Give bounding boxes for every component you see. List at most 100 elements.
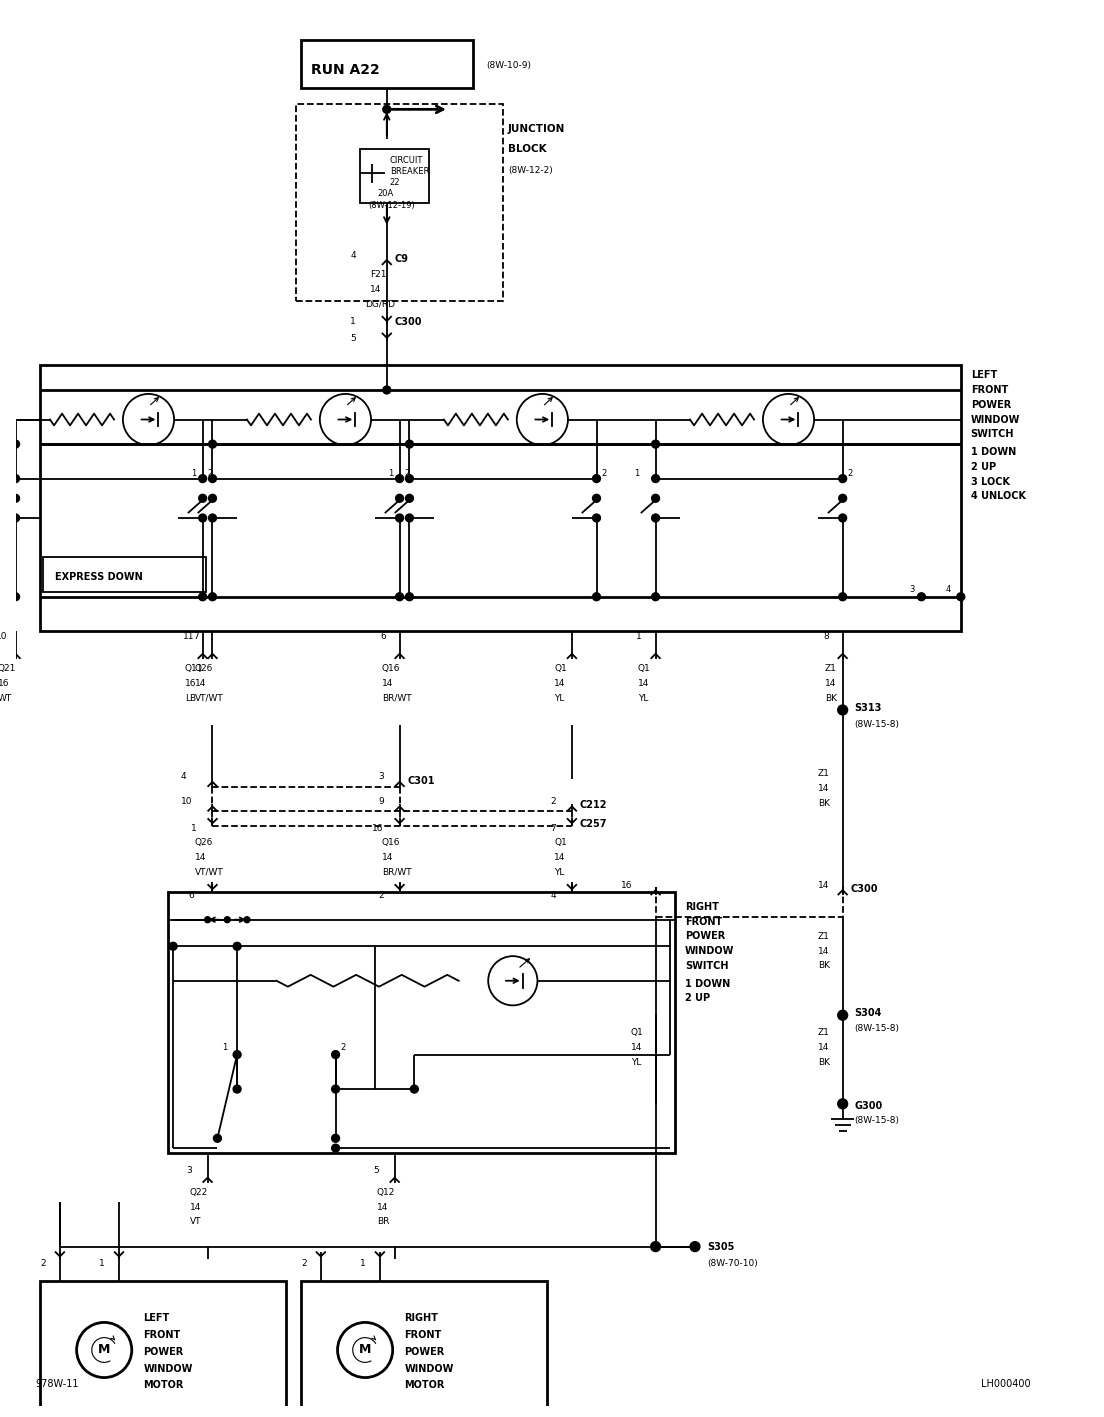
Text: 14: 14 bbox=[818, 1043, 829, 1053]
Circle shape bbox=[233, 942, 241, 951]
Text: WINDOW: WINDOW bbox=[144, 1363, 193, 1373]
Text: 7: 7 bbox=[193, 632, 199, 640]
Text: 2: 2 bbox=[340, 1043, 346, 1053]
Circle shape bbox=[593, 495, 601, 502]
Text: 10: 10 bbox=[181, 796, 192, 806]
Circle shape bbox=[12, 495, 20, 502]
Circle shape bbox=[651, 495, 659, 502]
Circle shape bbox=[199, 495, 206, 502]
Circle shape bbox=[395, 592, 404, 601]
Text: 14: 14 bbox=[554, 679, 565, 687]
Circle shape bbox=[12, 514, 20, 521]
Text: F21: F21 bbox=[370, 271, 386, 279]
Text: 7: 7 bbox=[550, 823, 556, 833]
Text: Q26: Q26 bbox=[194, 839, 213, 847]
Text: Q1: Q1 bbox=[638, 665, 650, 673]
Circle shape bbox=[405, 495, 413, 502]
Text: 16: 16 bbox=[0, 679, 9, 687]
Text: 14: 14 bbox=[631, 1043, 643, 1053]
Text: (8W-12-2): (8W-12-2) bbox=[508, 166, 553, 174]
Text: RIGHT: RIGHT bbox=[404, 1314, 438, 1323]
Text: POWER: POWER bbox=[970, 400, 1011, 410]
Text: (8W-15-8): (8W-15-8) bbox=[854, 720, 900, 730]
Text: 1: 1 bbox=[634, 469, 639, 478]
Text: 1: 1 bbox=[388, 469, 393, 478]
Circle shape bbox=[12, 441, 20, 448]
Bar bbox=[360, 149, 429, 203]
Text: 3 LOCK: 3 LOCK bbox=[970, 476, 1010, 486]
Text: 14: 14 bbox=[376, 1203, 389, 1212]
Text: 1: 1 bbox=[360, 1258, 365, 1268]
Text: BR: BR bbox=[376, 1217, 390, 1227]
Text: 1: 1 bbox=[350, 316, 357, 326]
Text: 16: 16 bbox=[372, 823, 383, 833]
Text: 2: 2 bbox=[378, 891, 383, 900]
Text: S313: S313 bbox=[854, 703, 882, 713]
Text: FRONT: FRONT bbox=[970, 385, 1008, 395]
Bar bbox=[40, 1281, 286, 1417]
Text: (8W-15-8): (8W-15-8) bbox=[854, 1023, 900, 1033]
Text: POWER: POWER bbox=[404, 1348, 445, 1357]
Text: C300: C300 bbox=[850, 884, 878, 894]
Text: 16: 16 bbox=[622, 881, 633, 890]
Text: M: M bbox=[98, 1343, 110, 1356]
Text: 4: 4 bbox=[550, 891, 555, 900]
Text: Q1: Q1 bbox=[554, 839, 567, 847]
Text: 4: 4 bbox=[946, 585, 952, 594]
Circle shape bbox=[690, 1241, 700, 1251]
Text: EXPRESS DOWN: EXPRESS DOWN bbox=[55, 572, 142, 582]
Text: YL: YL bbox=[554, 694, 564, 703]
Circle shape bbox=[209, 495, 216, 502]
Text: 20A: 20A bbox=[376, 188, 393, 197]
Text: (8W-15-8): (8W-15-8) bbox=[854, 1117, 900, 1125]
Circle shape bbox=[209, 475, 216, 483]
Text: C9: C9 bbox=[394, 254, 408, 264]
Text: 14: 14 bbox=[382, 853, 393, 862]
Text: WINDOW: WINDOW bbox=[970, 415, 1020, 425]
Circle shape bbox=[244, 917, 250, 922]
Text: S305: S305 bbox=[707, 1241, 734, 1251]
Text: WINDOW: WINDOW bbox=[686, 947, 734, 956]
Text: 10: 10 bbox=[0, 632, 8, 640]
Circle shape bbox=[405, 475, 413, 483]
Text: YL: YL bbox=[554, 869, 564, 877]
Text: 14: 14 bbox=[194, 853, 206, 862]
Text: VT/WT: VT/WT bbox=[194, 694, 223, 703]
Text: BR/WT: BR/WT bbox=[382, 694, 412, 703]
Text: 2: 2 bbox=[208, 469, 213, 478]
Text: POWER: POWER bbox=[686, 931, 725, 941]
Text: M: M bbox=[359, 1343, 371, 1356]
Circle shape bbox=[383, 105, 391, 113]
Circle shape bbox=[209, 514, 216, 521]
Text: FRONT: FRONT bbox=[144, 1331, 181, 1340]
Text: 2: 2 bbox=[301, 1258, 307, 1268]
Text: 978W-11: 978W-11 bbox=[35, 1380, 78, 1390]
Text: 22: 22 bbox=[390, 177, 401, 187]
Text: 5: 5 bbox=[373, 1166, 379, 1175]
Text: (8W-12-19): (8W-12-19) bbox=[368, 201, 415, 210]
Text: S304: S304 bbox=[854, 1009, 882, 1019]
Circle shape bbox=[651, 475, 659, 483]
Text: Q12: Q12 bbox=[376, 1187, 395, 1197]
Circle shape bbox=[650, 1241, 660, 1251]
Text: Z1: Z1 bbox=[825, 665, 837, 673]
Circle shape bbox=[331, 1144, 340, 1152]
Circle shape bbox=[957, 592, 965, 601]
Text: FRONT: FRONT bbox=[404, 1331, 442, 1340]
Text: BREAKER: BREAKER bbox=[390, 167, 429, 176]
Text: Q21: Q21 bbox=[0, 665, 17, 673]
Text: G300: G300 bbox=[854, 1101, 883, 1111]
Text: WT: WT bbox=[0, 694, 12, 703]
Circle shape bbox=[383, 385, 391, 394]
Circle shape bbox=[593, 514, 601, 521]
Text: RIGHT: RIGHT bbox=[686, 901, 719, 913]
Text: Q1: Q1 bbox=[554, 665, 567, 673]
Text: 3: 3 bbox=[910, 585, 915, 594]
Circle shape bbox=[839, 514, 847, 521]
Text: YL: YL bbox=[638, 694, 648, 703]
Text: 1 DOWN: 1 DOWN bbox=[970, 446, 1016, 458]
Text: (8W-10-9): (8W-10-9) bbox=[486, 61, 531, 69]
Circle shape bbox=[331, 1085, 340, 1093]
Circle shape bbox=[169, 942, 177, 951]
Circle shape bbox=[213, 1135, 222, 1142]
